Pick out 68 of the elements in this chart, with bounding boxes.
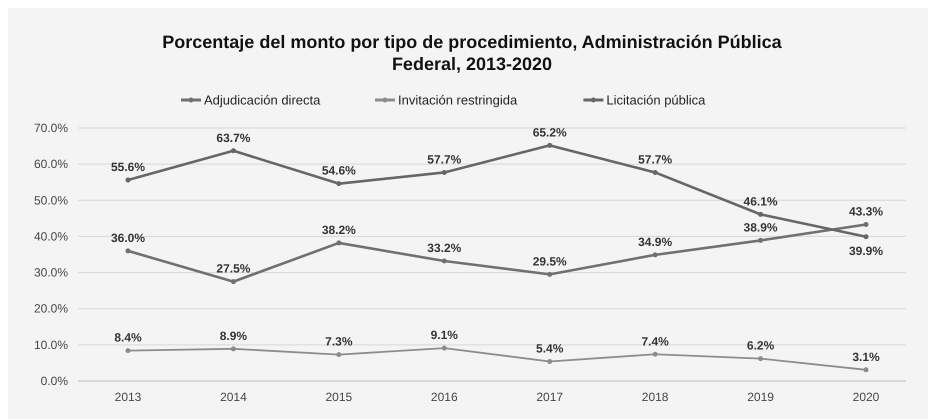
data-label: 38.2% xyxy=(322,222,356,237)
data-label: 57.7% xyxy=(638,152,672,166)
legend-label: Adjudicación directa xyxy=(204,92,322,108)
data-label: 57.7% xyxy=(427,152,462,166)
y-tick-label: 10.0% xyxy=(34,338,68,352)
point xyxy=(442,258,447,264)
x-tick-label: 2020 xyxy=(852,390,880,404)
point xyxy=(758,238,764,243)
x-tick-label: 2015 xyxy=(326,390,353,404)
x-tick-label: 2017 xyxy=(536,390,564,404)
data-label: 5.4% xyxy=(536,341,564,356)
data-label: 7.4% xyxy=(641,334,670,348)
x-tick-label: 2018 xyxy=(642,390,669,404)
data-label: 34.9% xyxy=(638,234,672,249)
x-tick-label: 2019 xyxy=(747,390,774,404)
y-tick-label: 50.0% xyxy=(34,193,68,208)
point xyxy=(126,348,130,354)
data-label: 65.2% xyxy=(532,125,568,140)
data-label: 27.5% xyxy=(216,262,251,276)
data-label: 3.1% xyxy=(852,350,880,364)
chart-title: Porcentaje del monto por tipo de procedimiento, Administración Pública Federal, 2013-2020 xyxy=(162,32,783,74)
legend-label: Invitación restringida xyxy=(398,92,518,108)
y-tick-label: 70.0% xyxy=(34,121,68,135)
y-tick-label: 20.0% xyxy=(34,302,68,316)
x-tick-label: 2014 xyxy=(220,390,248,404)
y-tick-label: 60.0% xyxy=(34,157,68,172)
x-tick-label: 2016 xyxy=(430,390,458,404)
point xyxy=(336,240,342,246)
data-label: 29.5% xyxy=(532,254,568,268)
data-label: 36.0% xyxy=(110,230,146,245)
data-label: 7.3% xyxy=(325,334,353,349)
point xyxy=(758,356,764,362)
point xyxy=(652,252,658,258)
y-tick-label: 40.0% xyxy=(34,229,68,244)
data-label: 46.1% xyxy=(744,194,778,208)
y-tick-label: 30.0% xyxy=(34,266,68,280)
point xyxy=(442,346,447,351)
point xyxy=(652,170,658,175)
point xyxy=(758,212,764,217)
data-label: 43.3% xyxy=(848,204,884,218)
point xyxy=(336,352,342,358)
data-label: 33.2% xyxy=(427,241,462,256)
point xyxy=(547,142,552,148)
point xyxy=(442,170,447,175)
data-label: 39.9% xyxy=(848,244,884,258)
point xyxy=(652,352,658,357)
point xyxy=(864,234,868,240)
data-label: 8.4% xyxy=(114,330,142,345)
data-label: 8.9% xyxy=(220,328,248,343)
point xyxy=(230,148,236,154)
point xyxy=(864,367,868,372)
point xyxy=(126,248,130,254)
point xyxy=(126,178,130,183)
point xyxy=(547,272,552,277)
x-tick-label: 2013 xyxy=(114,390,142,404)
data-label: 9.1% xyxy=(430,328,458,342)
point xyxy=(336,181,342,186)
point xyxy=(230,279,236,284)
legend-label: Licitación pública xyxy=(606,92,706,108)
data-label: 55.6% xyxy=(110,160,146,174)
point xyxy=(230,346,236,352)
data-label: 6.2% xyxy=(746,338,775,353)
data-label: 54.6% xyxy=(322,164,356,178)
data-label: 38.9% xyxy=(744,220,778,234)
point xyxy=(864,222,868,227)
data-label: 63.7% xyxy=(216,130,251,145)
point xyxy=(547,358,552,364)
y-tick-label: 0.0% xyxy=(40,374,68,388)
